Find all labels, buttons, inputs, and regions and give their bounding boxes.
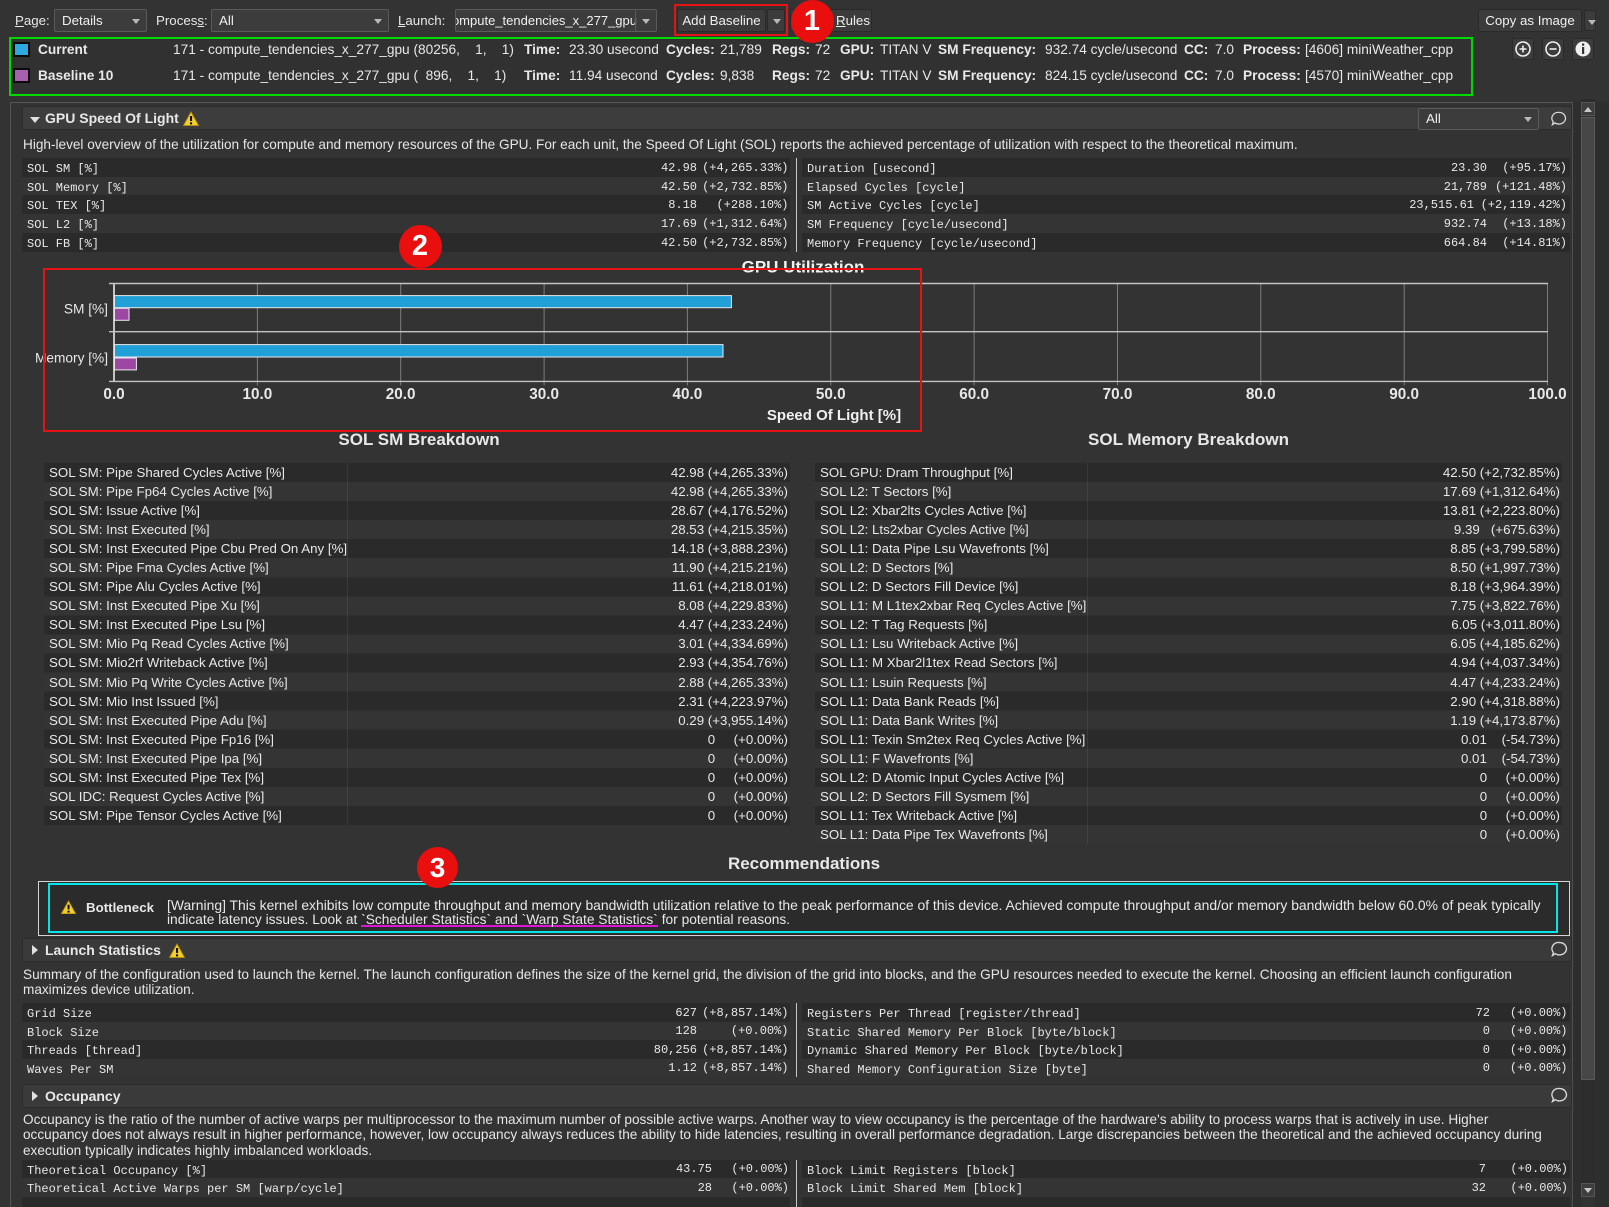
svg-text:50.0: 50.0 [816,386,846,403]
svg-text:20.0: 20.0 [386,386,416,403]
svg-text:40.0: 40.0 [673,386,703,403]
svg-text:SM [%]: SM [%] [64,302,108,317]
svg-text:60.0: 60.0 [959,386,989,403]
svg-text:Speed Of Light [%]: Speed Of Light [%] [767,407,901,424]
svg-text:100.0: 100.0 [1528,386,1566,403]
svg-text:80.0: 80.0 [1246,386,1276,403]
svg-text:10.0: 10.0 [243,386,273,403]
svg-text:30.0: 30.0 [529,386,559,403]
svg-text:70.0: 70.0 [1103,386,1133,403]
svg-text:GPU Utilization: GPU Utilization [742,258,865,277]
svg-text:Memory [%]: Memory [%] [35,350,108,365]
svg-text:90.0: 90.0 [1389,386,1419,403]
svg-text:0.0: 0.0 [103,386,124,403]
